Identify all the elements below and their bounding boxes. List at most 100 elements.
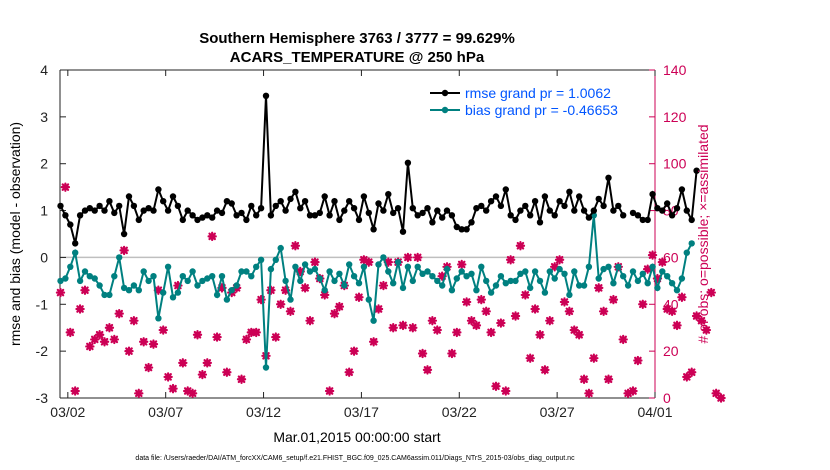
obs-count-point [437,271,447,281]
obs-count-point [594,283,604,293]
bias-point [424,268,431,275]
bias-point [57,277,64,285]
rmse-point [571,207,578,214]
bias-point [81,268,89,275]
rmse-point [57,202,64,210]
bias-point [409,277,416,285]
obs-count-point [403,252,413,263]
rmse-point [531,198,539,205]
obs-count-point [608,294,619,305]
rmse-point [424,205,431,212]
obs-count-point [559,297,570,307]
rmse-point [130,202,138,210]
bias-point [571,268,578,275]
rmse-point [262,92,270,100]
bias-point [434,277,441,285]
obs-count-point [310,257,320,267]
obs-count-point [383,257,394,267]
obs-count-point [320,290,330,300]
legend-bias-label: bias grand pr = -0.46653 [465,102,618,118]
bias-point [199,277,206,285]
legend-bias-marker [441,106,449,114]
rmse-point [209,214,216,221]
rmse-point [595,195,602,203]
bias-point [561,270,568,277]
bias-point [531,268,539,275]
rmse-point [639,216,646,224]
obs-count-point [574,330,584,340]
obs-count-point [148,339,159,349]
obs-count-point [359,255,369,265]
rmse-point [497,202,505,210]
rmse-point [693,167,700,174]
bias-point [130,282,138,289]
obs-count-point [364,257,374,267]
obs-count-point [275,299,286,309]
obs-count-point [124,346,134,356]
obs-count-point [305,315,315,326]
rmse-point [321,193,328,200]
bias-point [360,263,368,270]
obs-count-point [618,334,628,345]
rmse-point [483,207,490,214]
rmse-point [458,226,465,233]
legend-rmse-marker [441,89,449,97]
bias-point [287,296,294,303]
obs-count-point [65,327,75,338]
rmse-point [253,212,260,219]
rmse-point [135,216,142,224]
bias-point [546,268,553,275]
bias-point [164,263,172,270]
bias-point [605,263,612,270]
bias-point [238,268,245,275]
bias-point [184,277,191,285]
obs-count-point [99,337,110,347]
x-axis: 03/02 03/07 03/12 03/17 03/22 03/27 04/01 [50,70,673,420]
obs-count-point [222,367,232,377]
rmse-point [439,214,446,221]
bias-point [463,273,470,280]
rmse-point [468,219,475,226]
rmse-point [86,205,94,212]
bias-point [101,291,108,299]
rmse-point [125,193,133,200]
obs-count-point [236,374,247,384]
bias-point [507,277,514,285]
obs-count-point [266,285,276,295]
bias-point [487,289,495,296]
bias-point [179,273,186,280]
rmse-point [164,207,172,214]
obs-count-point [212,332,222,342]
rmse-point [72,240,79,247]
bias-point [639,270,646,277]
bias-point [585,263,593,270]
obs-count-point [55,287,66,298]
rmse-point [76,212,84,219]
obs-count-point [408,323,418,333]
bias-point [282,277,289,285]
bias-point [439,282,446,289]
bias-point [262,364,270,371]
bias-point [375,261,382,268]
obs-count-point [447,348,457,359]
bias-point [483,277,490,285]
obs-count-point [652,273,663,284]
rmse-point [629,209,637,217]
obs-count-point [378,280,389,291]
obs-count-point [412,252,423,263]
bias-point [654,284,661,292]
bias-point [194,282,201,289]
bias-point [174,289,182,296]
bias-point [67,263,74,270]
obs-count-point [329,308,340,319]
y-right-tick-label: 100 [663,156,687,172]
obs-count-point [192,330,203,340]
obs-count-point [667,306,677,317]
rmse-point [194,216,201,224]
bias-point [140,268,147,275]
obs-count-point [501,386,511,396]
rmse-point [292,188,299,195]
rmse-point [580,207,588,214]
obs-count-point [466,315,477,326]
rmse-point [375,200,382,207]
